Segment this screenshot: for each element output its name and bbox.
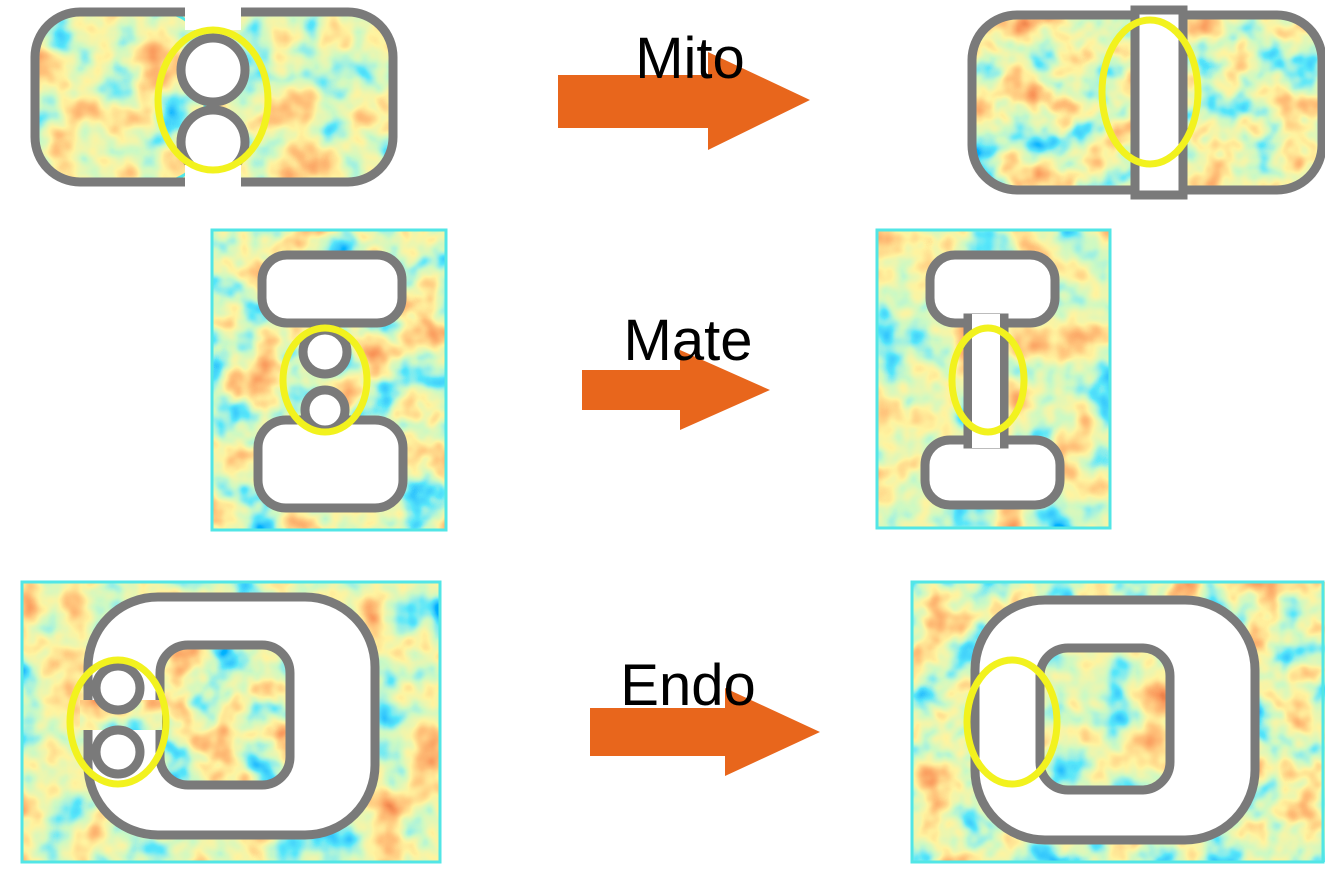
panel-endo-before	[22, 582, 440, 862]
process-label: Endo	[620, 653, 755, 718]
panel-mito-after	[972, 10, 1322, 195]
process-label: Mate	[624, 308, 753, 373]
panel-mate-before	[212, 230, 446, 530]
panel-mate-after	[877, 230, 1110, 528]
figure: Mito Mate	[0, 0, 1325, 881]
panel-mito-before	[35, 0, 393, 195]
panel-endo-after	[912, 582, 1325, 862]
process-label: Mito	[635, 26, 745, 91]
